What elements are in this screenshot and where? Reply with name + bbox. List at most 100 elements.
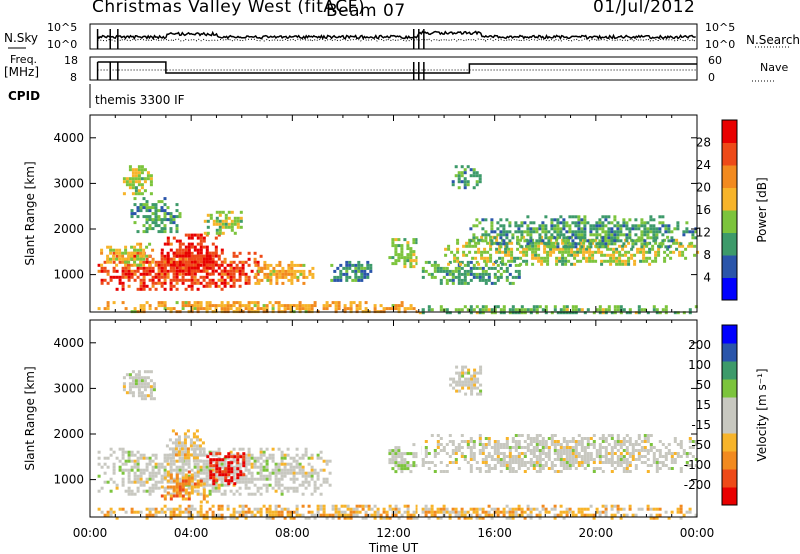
power-panel <box>97 115 700 315</box>
echo-region <box>122 165 153 196</box>
data-gap <box>417 115 422 312</box>
echo-region <box>100 242 155 267</box>
colorbar-tick-label: 15 <box>696 398 711 412</box>
colorbar-cell <box>722 415 737 434</box>
colorbar-cell <box>722 277 737 301</box>
echo-region <box>97 504 698 520</box>
cpid-label: CPID <box>8 89 41 103</box>
colorbar-cell <box>722 325 737 344</box>
colorbar-frame <box>721 119 738 301</box>
echo-region <box>330 260 373 282</box>
colorbar-frame <box>721 324 738 506</box>
echo-region <box>418 434 698 473</box>
colorbar-cell <box>722 361 737 380</box>
nsearch-tick-bottom: 10^0 <box>705 38 736 51</box>
colorbar-cell <box>722 120 737 143</box>
station-title: Christmas Valley West (fitACF) <box>92 0 366 17</box>
date-title: 01/Jul/2012 <box>593 0 696 17</box>
cpid-value: themis 3300 IF <box>95 93 185 107</box>
colorbar-tick-label: -100 <box>684 458 711 472</box>
colorbar-tick-label: 12 <box>696 226 711 240</box>
colorbar-cell <box>722 379 737 398</box>
x-tick-label: 20:00 <box>579 526 614 540</box>
axes: 1000 2000 3000 4000 Slant Range [km] 28 24 20 16… <box>23 114 769 554</box>
x-tick-label: 08:00 <box>275 526 310 540</box>
echo-region <box>97 447 332 496</box>
echo-region <box>421 260 521 285</box>
nsearch-tick-top: 10^5 <box>705 21 736 34</box>
x-tick-label: 16:00 <box>477 526 512 540</box>
colorbar-cell <box>722 433 737 452</box>
colorbar-tick-label: 24 <box>696 158 711 172</box>
colorbar-cell <box>722 142 737 166</box>
y-tick-label: 4000 <box>53 131 84 145</box>
freq-label-2: [MHz] <box>4 65 40 79</box>
colorbar-cell <box>722 469 737 488</box>
freq-tick-top: 18 <box>64 54 78 67</box>
y-tick-label: 1000 <box>53 268 84 282</box>
echo-region <box>469 215 698 249</box>
nsearch-label: N.Search <box>746 33 800 47</box>
y-tick-label: 1000 <box>53 473 84 487</box>
colorbar-label: Power [dB] <box>755 177 769 242</box>
freq-label-1: Freq. <box>10 53 38 66</box>
colorbar-cell <box>722 255 737 278</box>
freq-tick-bottom: 8 <box>70 71 77 84</box>
echo-region <box>97 301 419 314</box>
y-tick-label: 2000 <box>53 222 84 236</box>
echo-region <box>122 370 156 401</box>
echo-region <box>130 197 182 234</box>
parameter-strips <box>8 23 790 108</box>
x-tick-label: 12:00 <box>376 526 411 540</box>
colorbar-cell <box>722 210 737 233</box>
y-tick-label: 3000 <box>53 176 84 190</box>
nsky-tick-top: 10^5 <box>47 21 78 34</box>
freq-line <box>97 61 697 74</box>
nave-tick-bottom: 0 <box>708 71 715 84</box>
echo-region <box>165 429 205 463</box>
y-axis-label: Slant Range [km] <box>23 161 37 265</box>
colorbar-tick-label: 8 <box>703 248 711 262</box>
colorbar-tick-label: -50 <box>691 438 711 452</box>
echo-region <box>203 210 243 235</box>
colorbar-cell <box>722 232 737 256</box>
y-axis-label: Slant Range [km] <box>23 366 37 470</box>
x-tick-label: 00:00 <box>73 526 108 540</box>
echo-region <box>388 443 419 474</box>
strip-frame <box>89 56 698 81</box>
colorbar-tick-label: 16 <box>696 203 711 217</box>
colorbar-label: Velocity [m s⁻¹] <box>755 368 769 461</box>
colorbar-tick-label: 100 <box>688 358 711 372</box>
colorbar-tick-label: 4 <box>703 271 711 285</box>
echo-region <box>449 365 483 396</box>
beam-title: Beam 07 <box>326 1 406 21</box>
echo-region <box>206 452 246 486</box>
echo-region <box>451 165 482 190</box>
colorbar-tick-label: 28 <box>696 136 711 150</box>
nave-label: Nave <box>760 61 789 74</box>
strip-frame <box>89 23 698 50</box>
colorbar-cell <box>722 343 737 362</box>
nsky-tick-bottom: 10^0 <box>47 38 78 51</box>
x-tick-label: 04:00 <box>174 526 209 540</box>
colorbar-cell <box>722 187 737 211</box>
colorbar-tick-label: -200 <box>684 478 711 492</box>
nsearch-line <box>97 38 697 42</box>
colorbar-tick-label: 50 <box>696 378 711 392</box>
echo-region <box>254 260 315 285</box>
y-tick-label: 3000 <box>53 381 84 395</box>
y-tick-label: 2000 <box>53 427 84 441</box>
echo-region <box>418 305 698 315</box>
colorbar-cell <box>722 397 737 416</box>
colorbar-tick-label: 200 <box>688 338 711 352</box>
echo-region <box>388 238 419 269</box>
nave-tick-top: 60 <box>708 54 722 67</box>
nsky-line <box>96 30 696 41</box>
colorbar-tick-label: -15 <box>691 418 711 432</box>
colorbar-cell <box>722 165 737 188</box>
colorbar-cell <box>722 487 737 506</box>
velocity-panel <box>97 320 698 520</box>
data-gap <box>417 320 422 517</box>
colorbar-tick-label: 20 <box>696 181 711 195</box>
